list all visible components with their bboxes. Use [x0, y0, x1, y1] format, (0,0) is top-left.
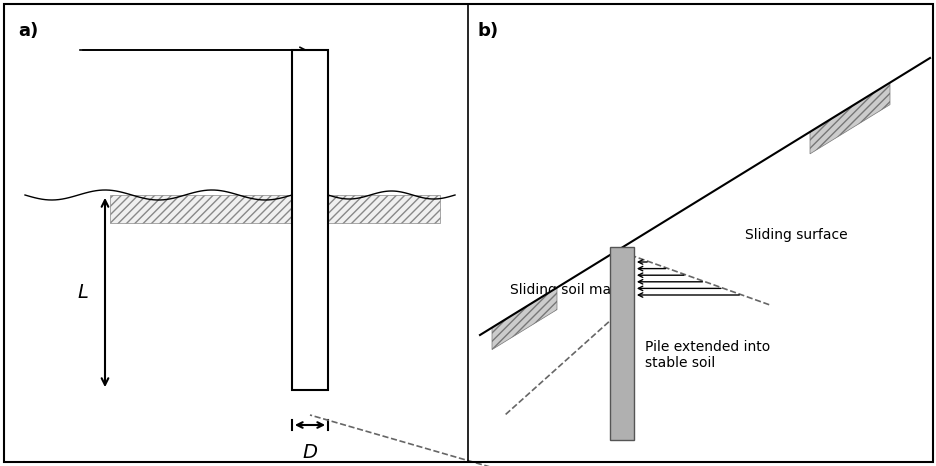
Bar [328, 195, 440, 223]
Bar [110, 195, 292, 223]
Text: Sliding soil mass: Sliding soil mass [509, 283, 624, 297]
Bar [609, 247, 634, 440]
Text: L: L [78, 283, 88, 302]
Text: b): b) [477, 22, 499, 40]
Text: Sliding surface: Sliding surface [744, 228, 847, 242]
Bar [292, 50, 328, 390]
Polygon shape [491, 288, 556, 350]
Polygon shape [809, 82, 889, 154]
Text: a): a) [18, 22, 38, 40]
Text: D: D [302, 443, 317, 462]
Text: Pile extended into
stable soil: Pile extended into stable soil [644, 340, 769, 370]
